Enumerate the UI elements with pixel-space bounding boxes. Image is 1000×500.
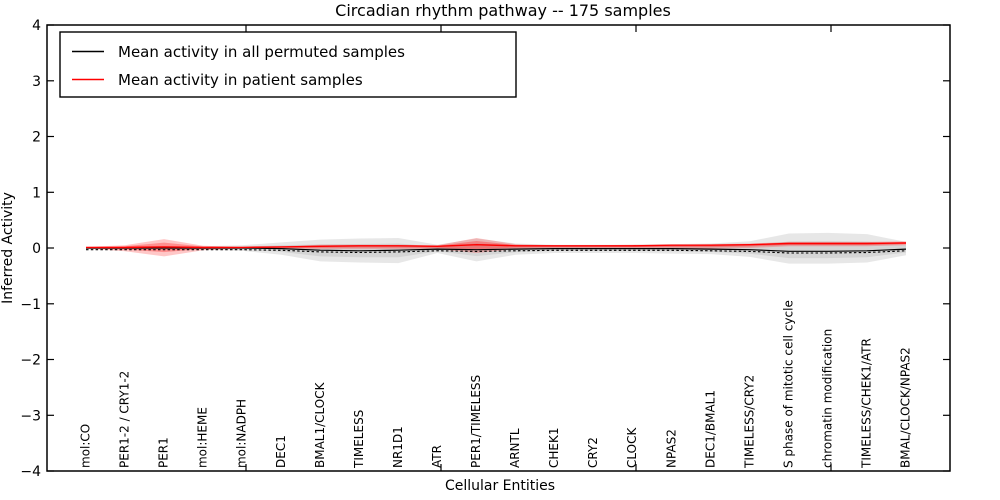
patient-mean-line xyxy=(86,242,907,249)
x-category-label: S phase of mitotic cell cycle xyxy=(781,300,795,468)
x-category-label: mol:NADPH xyxy=(235,399,249,468)
x-category-label: NPAS2 xyxy=(664,429,678,468)
legend-label-patient: Mean activity in patient samples xyxy=(118,71,363,89)
x-category-label: mol:CO xyxy=(79,424,93,468)
x-axis-label: Cellular Entities xyxy=(445,478,555,494)
y-tick-label: 3 xyxy=(32,74,41,90)
y-tick-label: −2 xyxy=(20,353,41,369)
x-category-labels: mol:CO PER1-2 / CRY1-2 PER1 mol:HEME mol:NAD… xyxy=(79,300,913,469)
legend-label-permuted: Mean activity in all permuted samples xyxy=(118,43,405,61)
x-category-label: TIMELESS/CHEK1/ATR xyxy=(860,338,874,469)
y-tick-label: 4 xyxy=(32,18,41,34)
y-tick-label: 1 xyxy=(32,185,41,201)
y-tick-labels: 4 3 2 1 0 −1 −2 −3 −4 xyxy=(20,18,41,480)
x-category-label: BMAL/CLOCK/NPAS2 xyxy=(899,347,913,468)
y-tick-label: −1 xyxy=(20,297,41,313)
x-category-label: TIMELESS xyxy=(352,410,366,469)
x-category-label: mol:HEME xyxy=(196,407,210,468)
chart-layers xyxy=(86,232,907,264)
y-axis-label: Inferred Activity xyxy=(0,192,16,304)
x-category-label: ATR xyxy=(430,445,444,468)
x-category-label: chromatin modification xyxy=(820,329,834,468)
x-category-label: CRY2 xyxy=(586,437,600,468)
x-category-label: CHEK1 xyxy=(547,428,561,469)
axis-ticks xyxy=(47,24,950,472)
x-category-label: NR1D1 xyxy=(391,426,405,468)
x-category-label: DEC1 xyxy=(274,435,288,468)
x-category-label: PER1-2 / CRY1-2 xyxy=(118,371,132,468)
x-category-label: DEC1/BMAL1 xyxy=(703,390,717,468)
plot-title: Circadian rhythm pathway -- 175 samples xyxy=(335,1,671,20)
x-category-label: CLOCK xyxy=(625,427,639,468)
y-tick-label: −3 xyxy=(20,408,41,424)
y-tick-label: 0 xyxy=(32,241,41,257)
y-tick-label: −4 xyxy=(20,464,41,480)
x-category-label: TIMELESS/CRY2 xyxy=(742,375,756,469)
permuted-mean-dashed-line xyxy=(86,249,907,254)
x-category-label: PER1 xyxy=(157,437,171,468)
x-category-label: BMAL1/CLOCK xyxy=(313,381,327,468)
band-patient xyxy=(86,238,906,257)
y-tick-label: 2 xyxy=(32,130,41,146)
x-category-label: ARNTL xyxy=(508,428,522,468)
x-category-label: PER1/TIMELESS xyxy=(469,375,483,468)
legend: Mean activity in all permuted samples Me… xyxy=(59,31,517,98)
legend-box xyxy=(59,31,517,98)
